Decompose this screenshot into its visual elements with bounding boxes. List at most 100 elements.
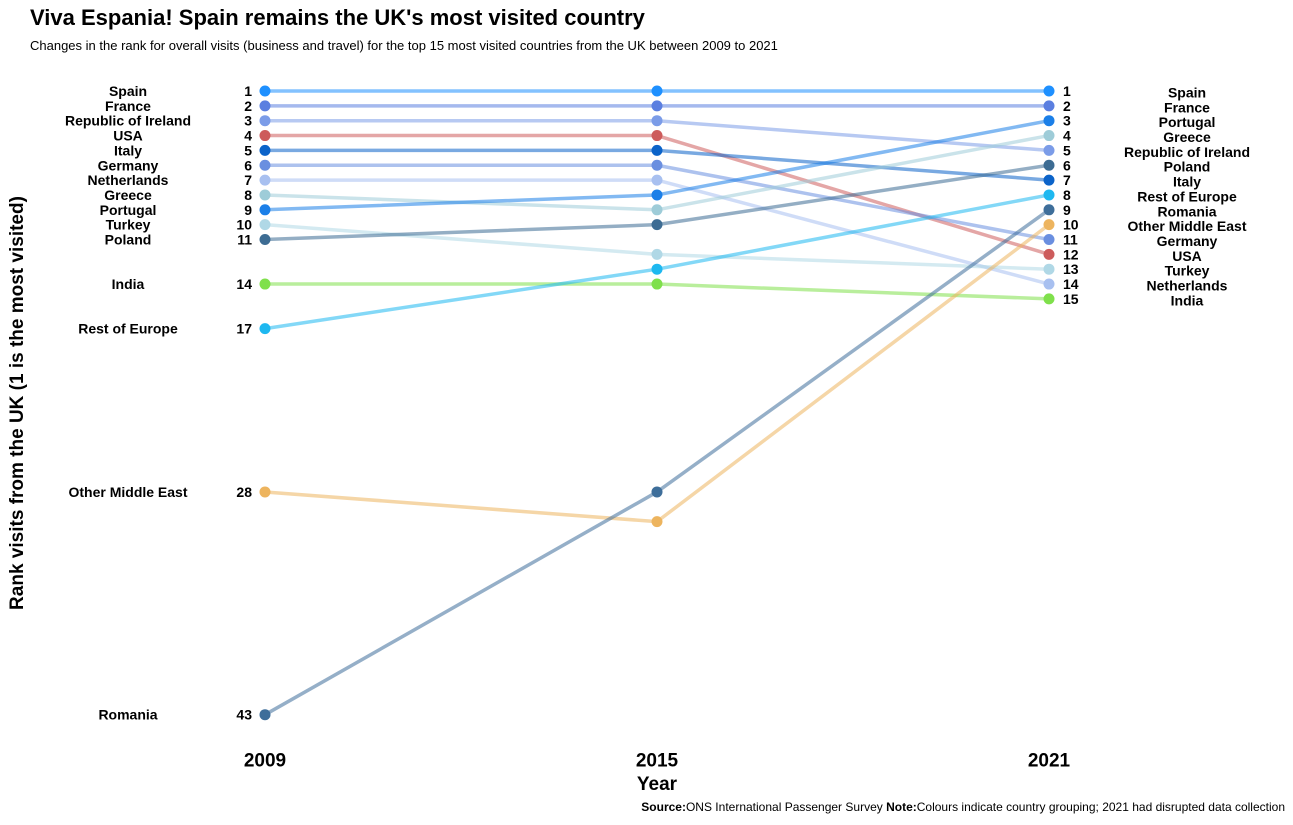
point-romania-2021 — [1043, 204, 1055, 216]
point-germany-2009 — [259, 159, 271, 171]
left-country-label-romania: Romania — [98, 707, 157, 723]
caption: Source:ONS International Passenger Surve… — [641, 800, 1285, 814]
source-text: ONS International Passenger Survey — [685, 800, 887, 814]
right-rank-label-3: 3 — [1063, 113, 1071, 129]
point-greece-2015 — [651, 204, 663, 216]
point-france-2021 — [1043, 100, 1055, 112]
right-rank-label-10: 10 — [1063, 217, 1079, 233]
left-country-label-italy: Italy — [114, 142, 142, 158]
right-rank-label-15: 15 — [1063, 291, 1079, 307]
right-country-label-netherlands: Netherlands — [1147, 278, 1228, 294]
point-portugal-2009 — [259, 204, 271, 216]
point-romania-2009 — [259, 709, 271, 721]
point-portugal-2021 — [1043, 115, 1055, 127]
right-rank-label-12: 12 — [1063, 246, 1079, 262]
point-republic-of-ireland-2021 — [1043, 144, 1055, 156]
point-italy-2021 — [1043, 174, 1055, 186]
point-netherlands-2021 — [1043, 278, 1055, 290]
point-india-2021 — [1043, 293, 1055, 305]
left-country-label-usa: USA — [113, 128, 143, 144]
point-poland-2021 — [1043, 159, 1055, 171]
left-country-label-turkey: Turkey — [106, 217, 151, 233]
point-spain-2021 — [1043, 85, 1055, 97]
point-romania-2015 — [651, 486, 663, 498]
point-other-middle-east-2009 — [259, 486, 271, 498]
left-country-label-republic-of-ireland: Republic of Ireland — [65, 113, 191, 129]
left-country-label-rest-of-europe: Rest of Europe — [78, 321, 178, 337]
right-rank-label-9: 9 — [1063, 202, 1071, 218]
left-country-label-poland: Poland — [105, 232, 152, 248]
point-germany-2021 — [1043, 234, 1055, 245]
right-rank-label-13: 13 — [1063, 261, 1079, 277]
series-line-turkey — [264, 222, 1050, 271]
note-label: Note: — [886, 800, 917, 814]
rank-labels: Spain 1 France 2 Republic of Ireland 3 USA 4 Ita… — [65, 83, 1250, 723]
right-rank-label-1: 1 — [1063, 83, 1071, 99]
left-rank-label-republic-of-ireland: 3 — [244, 113, 252, 129]
right-country-label-romania: Romania — [1157, 203, 1216, 219]
point-greece-2009 — [259, 189, 271, 201]
point-portugal-2015 — [651, 189, 663, 201]
left-country-label-spain: Spain — [109, 83, 147, 99]
x-axis: 2009 2015 2021 — [244, 751, 1071, 772]
right-country-label-germany: Germany — [1157, 233, 1218, 249]
left-rank-label-usa: 4 — [244, 128, 252, 144]
series-points — [259, 85, 1055, 721]
point-turkey-2015 — [651, 248, 663, 260]
point-usa-2009 — [259, 130, 271, 142]
left-country-label-netherlands: Netherlands — [88, 172, 169, 188]
left-rank-label-rest-of-europe: 17 — [236, 321, 252, 337]
right-rank-label-7: 7 — [1063, 172, 1071, 188]
point-germany-2015 — [651, 159, 663, 171]
x-tick-label-2015: 2015 — [636, 751, 679, 772]
point-italy-2009 — [259, 144, 271, 156]
left-country-label-india: India — [112, 276, 145, 292]
point-rest-of-europe-2015 — [651, 263, 663, 275]
left-rank-label-greece: 8 — [244, 187, 252, 203]
left-rank-label-portugal: 9 — [244, 202, 252, 218]
right-rank-label-6: 6 — [1063, 157, 1071, 173]
point-turkey-2009 — [259, 219, 271, 231]
point-republic-of-ireland-2009 — [259, 115, 271, 127]
x-tick-label-2021: 2021 — [1028, 751, 1071, 772]
right-country-label-france: France — [1164, 99, 1210, 115]
point-netherlands-2015 — [651, 174, 663, 186]
left-rank-label-other-middle-east: 28 — [236, 484, 252, 500]
left-rank-label-poland: 11 — [237, 232, 252, 248]
x-axis-title: Year — [637, 774, 678, 795]
left-rank-label-turkey: 10 — [236, 217, 252, 233]
right-rank-label-11: 11 — [1063, 232, 1078, 248]
x-tick-label-2009: 2009 — [244, 751, 286, 772]
point-republic-of-ireland-2015 — [651, 115, 663, 127]
chart-title: Viva Espania! Spain remains the UK's mos… — [30, 5, 645, 30]
point-rest-of-europe-2021 — [1043, 189, 1055, 201]
point-india-2009 — [259, 278, 271, 290]
right-country-label-india: India — [1171, 292, 1204, 308]
right-country-label-turkey: Turkey — [1165, 263, 1210, 279]
right-rank-label-14: 14 — [1063, 276, 1079, 292]
left-rank-label-spain: 1 — [244, 83, 252, 99]
point-france-2009 — [259, 100, 271, 112]
point-india-2015 — [651, 278, 663, 290]
right-country-label-other-middle-east: Other Middle East — [1127, 218, 1246, 234]
point-rest-of-europe-2009 — [259, 323, 271, 335]
right-country-label-poland: Poland — [1164, 159, 1211, 175]
point-usa-2015 — [651, 130, 663, 142]
left-rank-label-netherlands: 7 — [244, 172, 252, 188]
left-country-label-germany: Germany — [98, 157, 159, 173]
right-rank-label-5: 5 — [1063, 142, 1071, 158]
chart-subtitle: Changes in the rank for overall visits (… — [30, 38, 778, 53]
point-turkey-2021 — [1043, 263, 1055, 275]
right-country-label-rest-of-europe: Rest of Europe — [1137, 188, 1237, 204]
source-label: Source: — [641, 800, 686, 814]
right-rank-label-8: 8 — [1063, 187, 1071, 203]
left-country-label-portugal: Portugal — [100, 202, 157, 218]
point-poland-2009 — [259, 234, 271, 245]
right-country-label-italy: Italy — [1173, 174, 1201, 190]
note-text: Colours indicate country grouping; 2021 … — [916, 800, 1285, 814]
left-rank-label-india: 14 — [236, 276, 252, 292]
point-netherlands-2009 — [259, 174, 271, 186]
left-rank-label-romania: 43 — [236, 707, 252, 723]
point-other-middle-east-2021 — [1043, 219, 1055, 231]
